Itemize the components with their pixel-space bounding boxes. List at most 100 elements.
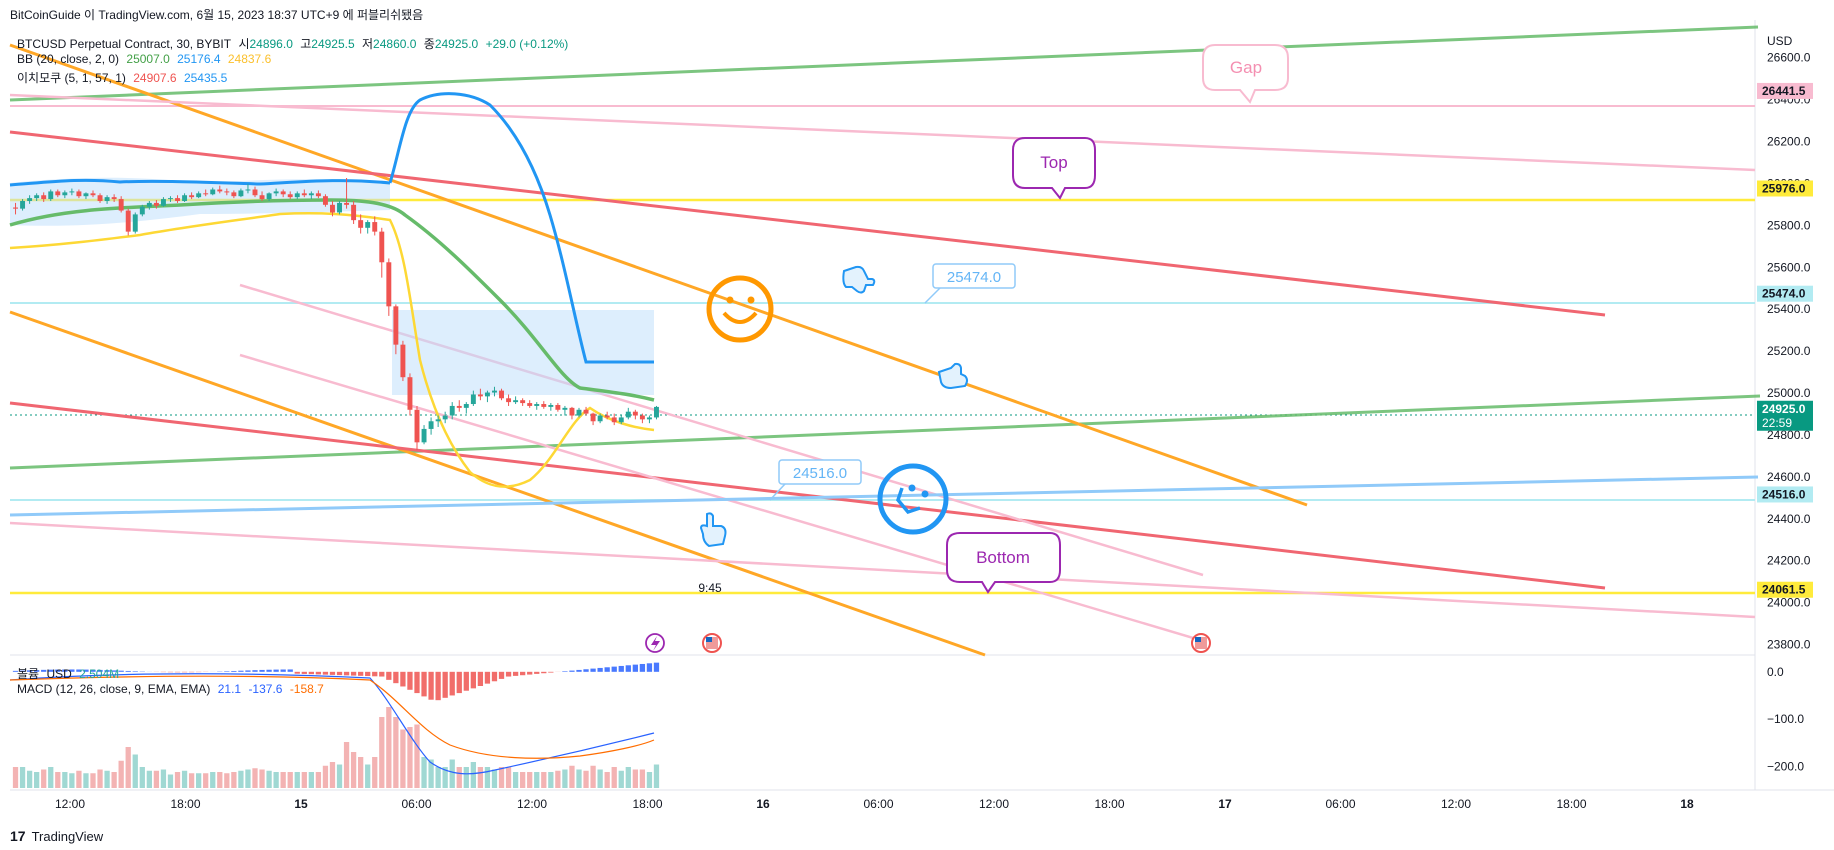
pink-line-3[interactable] — [239, 353, 1201, 642]
legend-bb[interactable]: BB (20, close, 2, 0) 25007.0 25176.4 248… — [17, 52, 275, 66]
callout-24516[interactable]: 24516.0 — [769, 459, 862, 501]
top-bubble — [1012, 137, 1096, 200]
candle-body — [484, 392, 490, 397]
volume-bar — [62, 772, 68, 788]
macd-tick-label: 0.0 — [1767, 665, 1784, 679]
us-flag-event-icon-2[interactable] — [1191, 633, 1211, 653]
horizontal-levels[interactable] — [10, 105, 1755, 595]
green-channel-bottom[interactable] — [9, 394, 1761, 470]
macd-hist-bar — [111, 670, 117, 672]
candle-body — [41, 195, 47, 200]
legend-bb-basis: 25007.0 — [126, 52, 170, 66]
macd-hist-bar — [442, 671, 448, 698]
candle-body — [527, 403, 533, 406]
green-channel-top[interactable] — [9, 25, 1759, 102]
volume-bar — [308, 772, 314, 788]
time-axis[interactable]: 12:00 18:00 15 06:00 12:00 18:00 16 06:00 12:00 1… — [55, 797, 1694, 811]
bottom-callout[interactable]: Bottom — [946, 532, 1061, 594]
volume-bar — [146, 770, 152, 788]
red-line-top[interactable] — [9, 130, 1606, 317]
blue-trendline[interactable] — [9, 475, 1759, 517]
candle-body — [456, 405, 462, 408]
hand-pointer-down-icon[interactable] — [842, 265, 876, 294]
macd-hist-bar — [259, 669, 265, 672]
callout-25474[interactable]: 25474.0 — [924, 263, 1016, 304]
hand-pointer-left-icon[interactable] — [937, 362, 968, 390]
volume-bar — [534, 772, 540, 788]
macd-hist-bar — [372, 671, 378, 677]
price-label-text: 25474.0 — [1762, 287, 1806, 301]
volume-bar — [69, 773, 75, 788]
macd-hist-bar — [132, 671, 138, 672]
macd-hist-bar — [653, 662, 660, 672]
legend-ichimoku[interactable]: 이치모쿠 (5, 1, 57, 1) 24907.6 25435.5 — [17, 69, 231, 86]
candle-body — [97, 195, 103, 201]
macd-hist-bar — [308, 671, 314, 675]
candle-body — [654, 406, 659, 418]
macd-pane[interactable] — [9, 662, 660, 788]
volume-bar — [646, 772, 653, 788]
macd-hist-bar — [224, 671, 230, 672]
footer-brand[interactable]: 17 TradingView — [10, 828, 103, 844]
orange-channel-top[interactable] — [9, 43, 1308, 507]
confused-face-icon[interactable] — [877, 463, 949, 535]
hand-pointer-up-icon[interactable] — [699, 512, 727, 548]
legend-main[interactable]: BTCUSD Perpetual Contract, 30, BYBIT 시24… — [17, 35, 572, 52]
candlestick-series[interactable] — [13, 178, 659, 450]
gap-callout[interactable]: Gap — [1202, 44, 1289, 104]
orange-channel-bottom[interactable] — [9, 310, 986, 657]
volume-bar — [442, 767, 448, 788]
volume-bar — [407, 727, 413, 788]
time-tick-label: 06:00 — [1325, 797, 1355, 811]
macd-hist-bar — [336, 671, 343, 676]
price-label-bg — [1757, 581, 1813, 598]
lightning-event-icon[interactable] — [645, 633, 665, 653]
us-flag-event-icon[interactable] — [702, 633, 722, 653]
legend-volume-unit: USD — [46, 667, 72, 681]
candle-body — [492, 390, 497, 393]
price-tick-label: 23800.0 — [1767, 638, 1811, 652]
legend-volume[interactable]: 볼륨 USD 2.504M — [17, 665, 123, 682]
volume-bar — [181, 770, 188, 788]
volume-bar — [336, 764, 343, 788]
candle-body — [111, 197, 117, 200]
price-axis[interactable]: 26600.026400.026200.026000.025800.025600… — [1767, 51, 1811, 652]
macd-hist-bar — [562, 671, 568, 672]
macd-hist-bar — [597, 667, 603, 672]
candle-body — [280, 191, 286, 195]
candle-body — [513, 400, 519, 403]
price-label-bg — [1757, 82, 1813, 99]
macd-axis[interactable]: 0.0 −100.0 −200.0 — [1767, 665, 1804, 774]
candle-body — [252, 189, 258, 196]
tradingview-logo-icon: 17 — [10, 828, 26, 844]
candle-body — [351, 204, 357, 221]
macd-hist-bar — [505, 671, 512, 677]
pink-line-4[interactable] — [9, 521, 1756, 619]
top-callout[interactable]: Top — [1012, 137, 1096, 200]
smiley-icon[interactable] — [706, 275, 774, 343]
candle-body — [315, 193, 321, 197]
macd-hist-bar — [350, 671, 357, 676]
price-tick-label: 25000.0 — [1767, 386, 1811, 400]
price-tick-label: 26600.0 — [1767, 51, 1811, 65]
trendlines[interactable] — [9, 25, 1761, 657]
volume-bar — [19, 767, 26, 788]
red-line-bottom[interactable] — [9, 401, 1606, 590]
legend-macd[interactable]: MACD (12, 26, close, 9, EMA, EMA) 21.1 -… — [17, 682, 328, 696]
candle-body — [548, 404, 554, 407]
pink-line-1[interactable] — [9, 93, 1756, 172]
macd-hist-bar — [280, 669, 286, 672]
legend-symbol: BTCUSD Perpetual Contract, 30, BYBIT — [17, 37, 232, 51]
candle-body — [203, 193, 209, 195]
candle-body — [463, 404, 469, 408]
macd-hist-bar — [428, 671, 434, 700]
volume-bar — [604, 772, 610, 788]
macd-hist-bar — [273, 669, 279, 672]
volume-bar — [287, 772, 293, 788]
volume-bar — [118, 760, 124, 788]
candle-body — [55, 191, 61, 196]
volume-bar — [639, 769, 646, 788]
candle-body — [273, 191, 279, 194]
macd-hist-bar — [534, 671, 540, 674]
